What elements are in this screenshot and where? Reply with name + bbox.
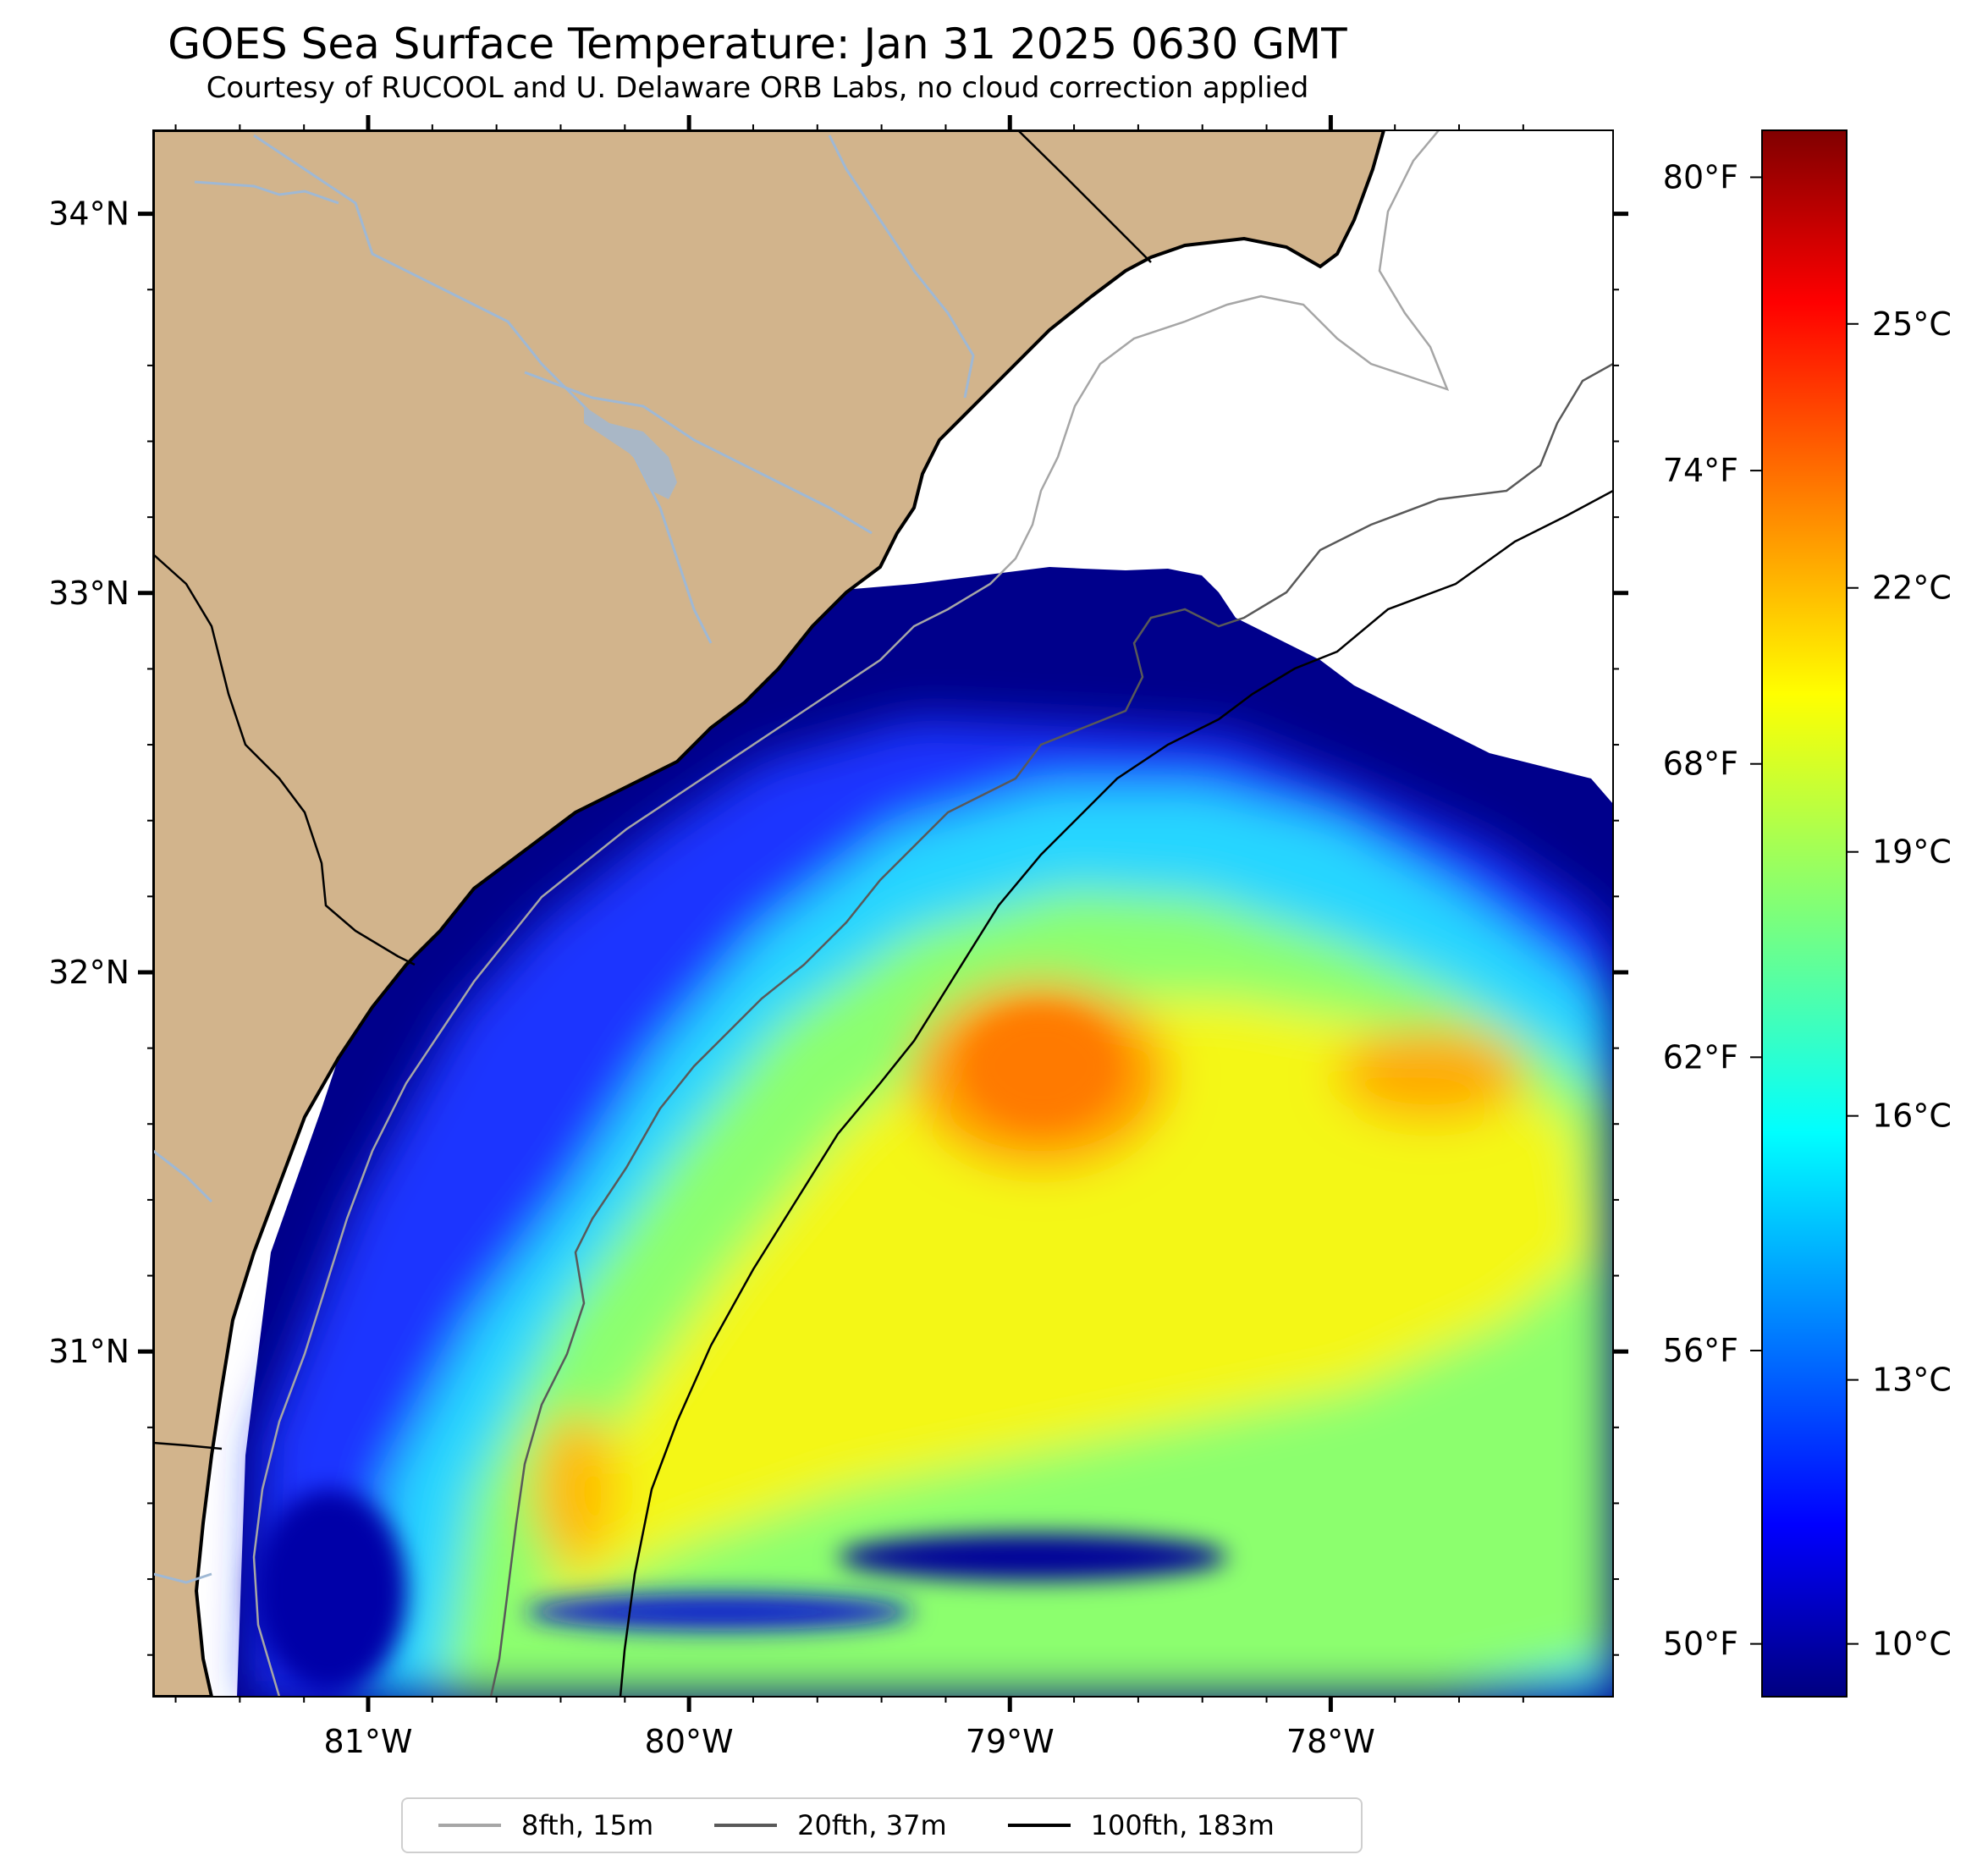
legend-item-8fth: 8fth, 15m bbox=[438, 1799, 653, 1852]
celsius-tick-label: 25°C bbox=[1872, 305, 1952, 343]
sst-warm-patch-east bbox=[1337, 1028, 1523, 1121]
longitude-labels: 81°W 80°W 79°W 78°W bbox=[324, 1723, 1375, 1760]
legend-swatch-8fth bbox=[438, 1824, 501, 1827]
rivers bbox=[153, 134, 975, 1584]
colorbar-ticks bbox=[1750, 176, 1859, 1645]
sst-yellow-water bbox=[542, 999, 1591, 1608]
celsius-labels: 10°C 13°C 16°C 19°C 22°C 25°C bbox=[1872, 305, 1952, 1663]
state-borders bbox=[153, 130, 1152, 1450]
latitude-labels: 34°N 33°N 32°N 31°N bbox=[48, 195, 129, 1371]
celsius-tick-label: 22°C bbox=[1872, 570, 1952, 607]
sst-warm-core-inner bbox=[965, 1007, 1117, 1125]
lon-tick-label: 81°W bbox=[324, 1723, 413, 1760]
fahrenheit-tick-label: 62°F bbox=[1663, 1038, 1738, 1076]
contour-100fth bbox=[619, 489, 1613, 1697]
chart-title: GOES Sea Surface Temperature: Jan 31 202… bbox=[168, 19, 1347, 69]
lon-tick-label: 78°W bbox=[1286, 1723, 1375, 1760]
bathymetry-contours bbox=[252, 130, 1613, 1697]
fahrenheit-tick-label: 56°F bbox=[1663, 1332, 1738, 1369]
fahrenheit-tick-label: 68°F bbox=[1663, 746, 1738, 783]
fahrenheit-tick-label: 74°F bbox=[1663, 452, 1738, 489]
fahrenheit-tick-label: 80°F bbox=[1663, 158, 1738, 195]
lon-tick-label: 79°W bbox=[966, 1723, 1055, 1760]
land-mass bbox=[153, 130, 1386, 1697]
colorbar bbox=[1761, 129, 1848, 1698]
lat-tick-label: 32°N bbox=[48, 954, 129, 991]
fahrenheit-labels: 50°F 56°F 62°F 68°F 74°F 80°F bbox=[1663, 158, 1738, 1662]
legend: 8fth, 15m 20fth, 37m 100fth, 183m bbox=[401, 1797, 1363, 1853]
sst-cold-filament-west bbox=[525, 1593, 914, 1631]
legend-swatch-20fth bbox=[714, 1824, 778, 1827]
celsius-tick-label: 13°C bbox=[1872, 1362, 1952, 1399]
map-ticks bbox=[138, 115, 1628, 1712]
lat-tick-label: 33°N bbox=[48, 575, 129, 612]
contour-8fth bbox=[252, 130, 1450, 1697]
legend-item-100fth: 100fth, 183m bbox=[1007, 1799, 1275, 1852]
fahrenheit-tick-label: 50°F bbox=[1663, 1626, 1738, 1663]
legend-swatch-100fth bbox=[1007, 1824, 1071, 1827]
lon-tick-label: 80°W bbox=[645, 1723, 734, 1760]
celsius-tick-label: 16°C bbox=[1872, 1098, 1952, 1135]
legend-item-20fth: 20fth, 37m bbox=[714, 1799, 947, 1852]
chart-subtitle: Courtesy of RUCOOL and U. Delaware ORB L… bbox=[206, 71, 1309, 105]
sst-warm-patch-south bbox=[533, 1413, 618, 1566]
map-frame bbox=[152, 129, 1614, 1698]
lat-tick-label: 31°N bbox=[48, 1333, 129, 1370]
lake-marion bbox=[584, 406, 677, 499]
sst-cold-patch-sw bbox=[254, 1489, 406, 1692]
celsius-tick-label: 19°C bbox=[1872, 834, 1952, 871]
sst-field bbox=[237, 567, 1613, 1697]
celsius-tick-label: 10°C bbox=[1872, 1626, 1952, 1663]
legend-label-100fth: 100fth, 183m bbox=[1090, 1809, 1275, 1841]
lat-tick-label: 34°N bbox=[48, 195, 129, 233]
sst-cold-filament-south bbox=[838, 1533, 1227, 1581]
map-area bbox=[153, 130, 1613, 1697]
legend-label-20fth: 20fth, 37m bbox=[797, 1809, 947, 1841]
legend-label-8fth: 8fth, 15m bbox=[521, 1809, 654, 1841]
contour-20fth bbox=[489, 362, 1613, 1697]
